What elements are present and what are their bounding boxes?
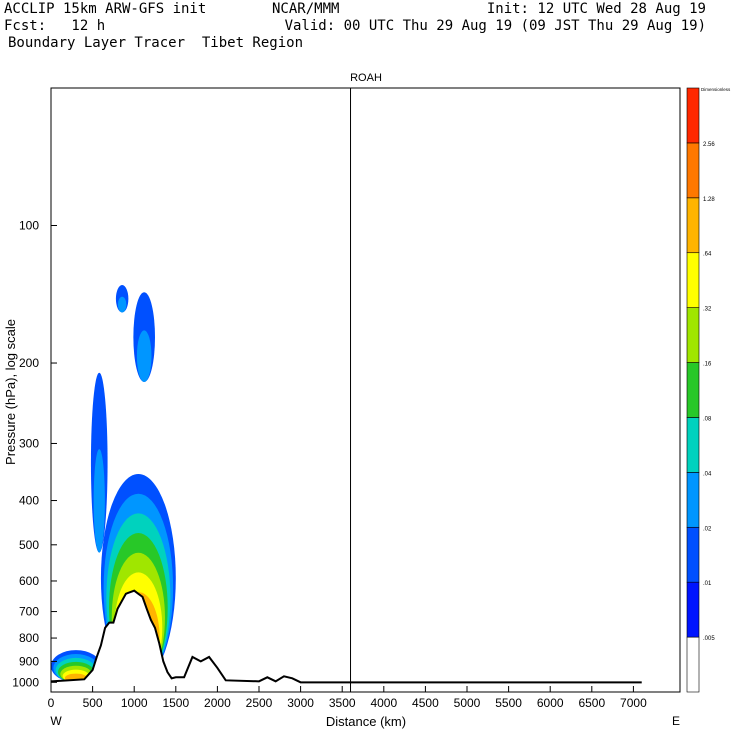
header-forecast-hour: Fcst: 12 h xyxy=(4,18,106,34)
below-ground-mask xyxy=(51,590,642,692)
x-tick-label: 3000 xyxy=(287,696,314,710)
tracer-contour-tower-west-1 xyxy=(93,449,105,553)
colorbar-swatch xyxy=(686,581,700,638)
colorbar-swatch xyxy=(686,87,700,144)
y-tick-label: 500 xyxy=(19,538,39,552)
colorbar-level-label: .04 xyxy=(703,471,712,477)
colorbar-level-label: .16 xyxy=(703,362,712,368)
colorbar-level-label: 1.28 xyxy=(703,197,715,203)
x-tick-label: 0 xyxy=(48,696,55,710)
header-init-time: Init: 12 UTC Wed 28 Aug 19 xyxy=(486,1,706,17)
colorbar: .005 .01 .02 .04 .08 .16 .32 .64 1.28 2.56 Dimensi… xyxy=(686,87,731,693)
colorbar-swatch xyxy=(686,142,700,199)
x-tick-label: 4000 xyxy=(370,696,397,710)
terrain-line xyxy=(50,589,642,684)
colorbar-level-label: .005 xyxy=(703,636,715,642)
y-tick-label: 700 xyxy=(19,605,39,619)
chart-title: ROAH xyxy=(350,72,382,84)
header-model: ACCLIP 15km ARW-GFS init xyxy=(4,1,207,17)
colorbar-level-label: 2.56 xyxy=(703,142,715,148)
plot-frame xyxy=(50,87,681,693)
chart-axes: 0 500 1000 1500 2000 2500 3000 3500 4000 4500 5000… xyxy=(12,87,681,710)
y-axis-label: Pressure (hPa), log scale xyxy=(3,319,18,465)
x-tick-label: 6500 xyxy=(578,696,605,710)
east-edge-label: E xyxy=(672,714,680,728)
colorbar-swatch xyxy=(686,636,700,693)
x-tick-label: 6000 xyxy=(537,696,564,710)
colorbar-swatch xyxy=(686,197,700,254)
x-tick-label: 500 xyxy=(83,696,103,710)
x-axis-label: Distance (km) xyxy=(326,714,406,729)
x-tick-label: 1000 xyxy=(121,696,148,710)
header-org: NCAR/MMM xyxy=(272,1,340,17)
x-tick-label: 3500 xyxy=(329,696,356,710)
x-tick-label: 2000 xyxy=(204,696,231,710)
colorbar-level-label: .02 xyxy=(703,526,712,532)
y-tick-label: 800 xyxy=(19,631,39,645)
y-tick-label: 1000 xyxy=(12,675,39,689)
colorbar-swatch xyxy=(686,362,700,418)
x-tick-label: 5500 xyxy=(495,696,522,710)
colorbar-level-label: .01 xyxy=(703,581,712,587)
y-tick-label: 300 xyxy=(19,436,39,450)
y-tick-label: 100 xyxy=(19,219,39,233)
colorbar-swatch xyxy=(686,307,700,363)
header-valid-time: Valid: 00 UTC Thu 29 Aug 19 (09 JST Thu … xyxy=(284,18,706,34)
y-tick-label: 900 xyxy=(19,654,39,668)
west-edge-label: W xyxy=(50,714,62,728)
colorbar-level-label: .64 xyxy=(703,252,712,258)
colorbar-units-label: Dimensionless xyxy=(701,87,731,92)
header-field-name: Boundary Layer Tracer Tibet Region xyxy=(8,35,304,51)
x-tick-label: 4500 xyxy=(412,696,439,710)
y-tick-label: 400 xyxy=(19,494,39,508)
colorbar-swatch xyxy=(686,252,700,308)
colorbar-swatch xyxy=(686,417,700,473)
y-tick-label: 200 xyxy=(19,356,39,370)
colorbar-swatch xyxy=(686,472,700,528)
tracer-plume xyxy=(51,285,642,692)
tracer-contour-upper-cloud-1 xyxy=(136,330,152,382)
x-tick-label: 1500 xyxy=(162,696,189,710)
tracer-contour-top-cloud-1 xyxy=(117,296,127,313)
x-tick-label: 7000 xyxy=(620,696,647,710)
x-tick-label: 5000 xyxy=(454,696,481,710)
y-tick-label: 600 xyxy=(19,574,39,588)
colorbar-level-label: .32 xyxy=(703,307,712,313)
colorbar-level-label: .08 xyxy=(703,416,712,422)
x-tick-label: 2500 xyxy=(246,696,273,710)
colorbar-swatch xyxy=(686,526,700,583)
